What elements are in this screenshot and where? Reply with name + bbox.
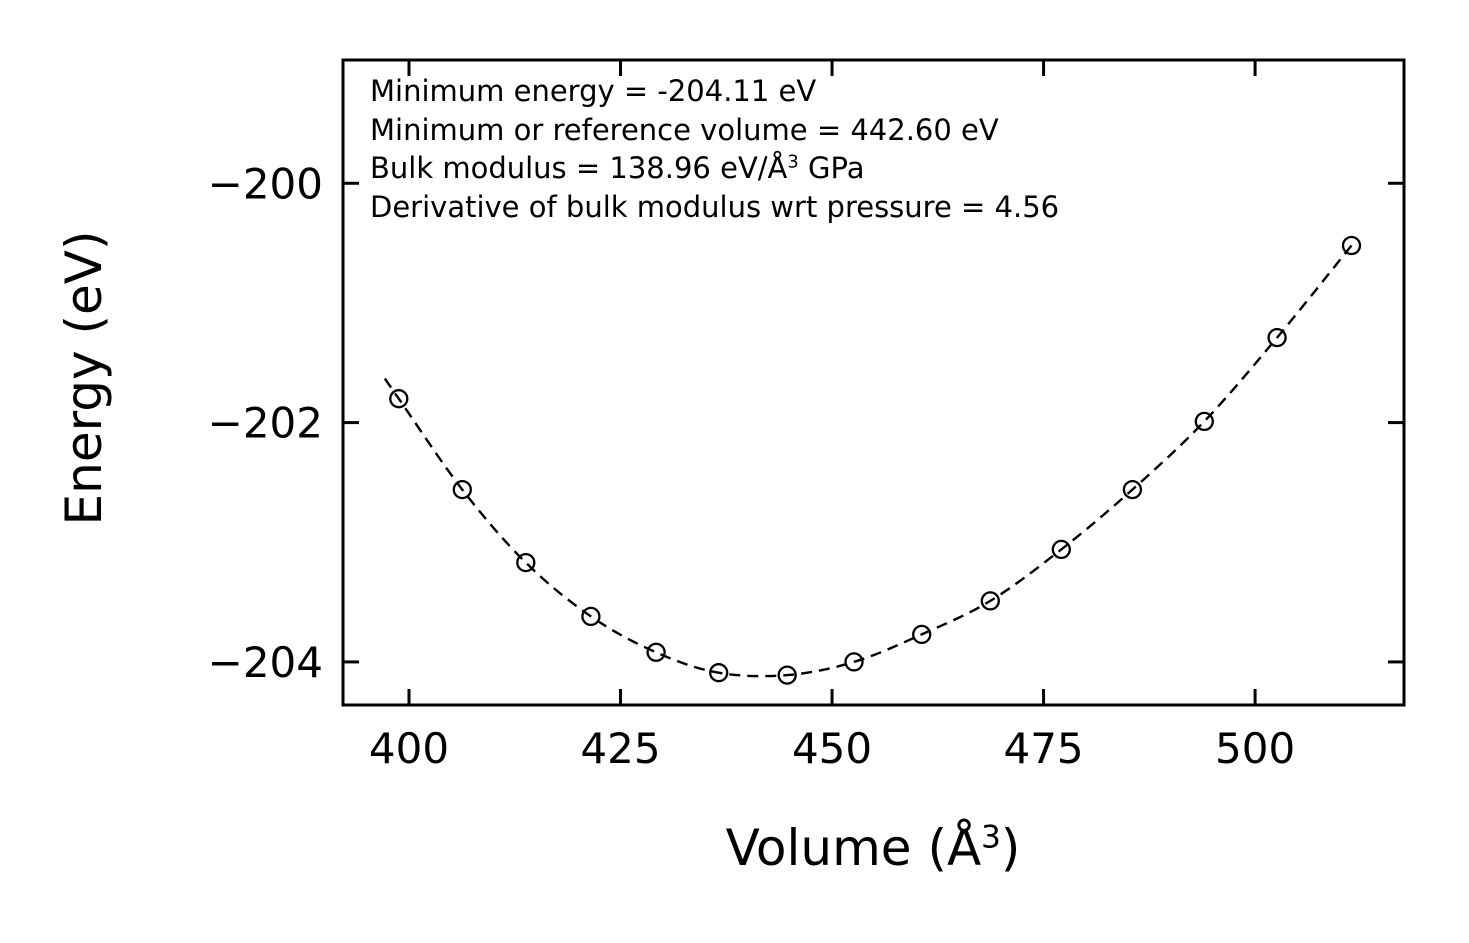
x-axis-label-superscript: 3 bbox=[981, 819, 1001, 856]
x-axis-label: Volume (Å3) bbox=[726, 819, 1021, 877]
data-point-marker bbox=[646, 642, 666, 662]
data-point-marker bbox=[1341, 235, 1362, 256]
fit-results-annotation: Minimum energy = -204.11 eV Minimum or r… bbox=[370, 72, 1059, 226]
axes-spine bbox=[341, 58, 1406, 707]
data-point-marker bbox=[912, 624, 932, 645]
x-axis-label-text: Volume (Å bbox=[725, 819, 982, 877]
data-point-marker bbox=[516, 552, 536, 573]
annotation-bulk-modulus-superscript: 3 bbox=[787, 151, 799, 173]
data-point-marker bbox=[581, 606, 601, 627]
x-tick-label: 500 bbox=[1215, 724, 1295, 773]
x-axis-label-close: ) bbox=[1000, 819, 1021, 877]
x-tick-label: 475 bbox=[1003, 724, 1083, 773]
annotation-bulk-modulus-unit: GPa bbox=[798, 151, 865, 185]
data-point-marker bbox=[1267, 327, 1287, 348]
annotation-ref-volume: Minimum or reference volume = 442.60 eV bbox=[370, 112, 999, 147]
y-tick-label: −202 bbox=[208, 399, 323, 448]
annotation-bulk-modulus-text: Bulk modulus = 138.96 eV/Å bbox=[370, 151, 788, 185]
data-point-marker bbox=[1051, 539, 1071, 560]
annotation-min-energy: Minimum energy = -204.11 eV bbox=[370, 74, 817, 108]
x-tick-label: 400 bbox=[369, 724, 449, 773]
data-point-marker bbox=[777, 665, 797, 685]
data-point-marker bbox=[1194, 411, 1214, 432]
data-point-marker bbox=[709, 663, 729, 683]
x-tick-label: 425 bbox=[580, 724, 660, 773]
data-point-marker bbox=[844, 652, 864, 672]
y-tick-label: −204 bbox=[208, 638, 323, 687]
y-tick-label: −200 bbox=[208, 159, 323, 208]
y-axis-label: Energy (eV) bbox=[55, 230, 113, 526]
data-point-marker bbox=[389, 389, 409, 409]
eos-fit-curve bbox=[383, 244, 1353, 678]
annotation-bulk-modulus-derivative: Derivative of bulk modulus wrt pressure … bbox=[370, 189, 1060, 224]
x-tick-label: 450 bbox=[792, 724, 872, 773]
data-point-marker bbox=[980, 591, 1000, 611]
data-point-marker bbox=[452, 479, 472, 500]
annotation-bulk-modulus: Bulk modulus = 138.96 eV/Å3 GPa bbox=[370, 149, 1059, 188]
data-point-marker bbox=[1122, 479, 1143, 500]
